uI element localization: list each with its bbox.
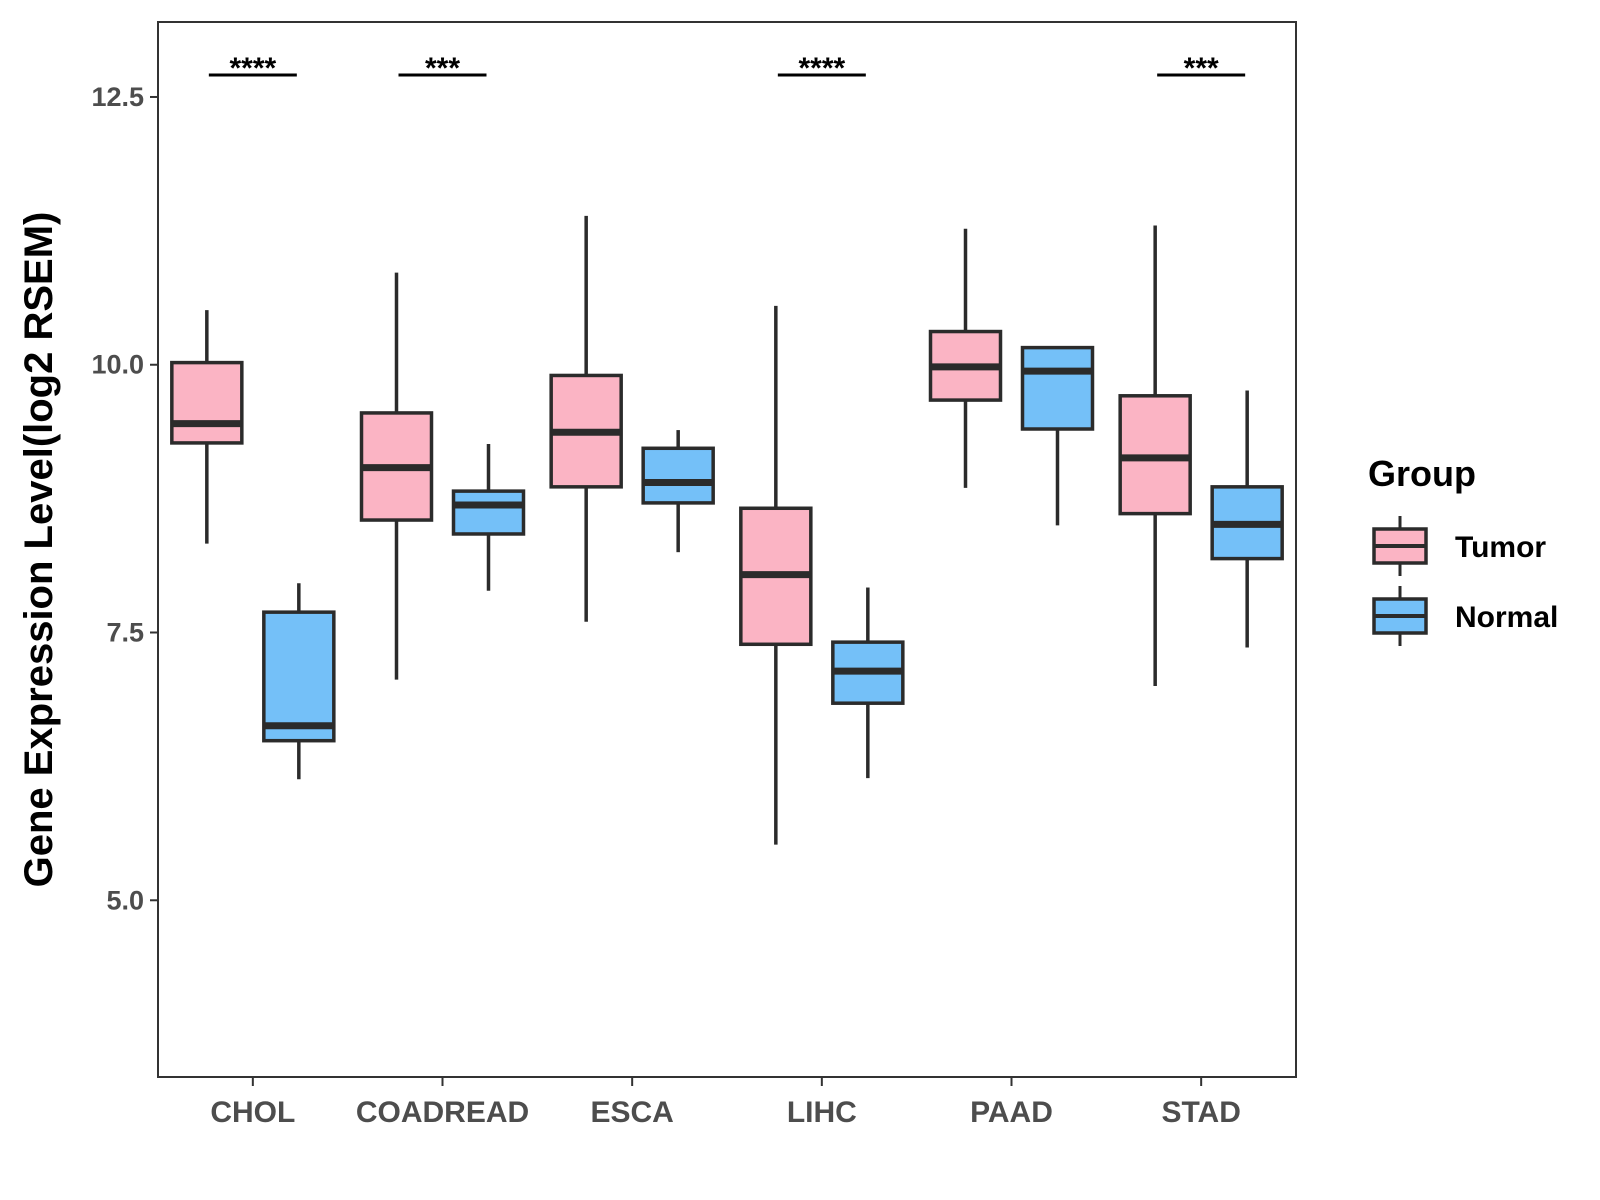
x-tick-label: CHOL (210, 1096, 295, 1129)
significance-label: *** (425, 52, 460, 85)
y-tick-label: 12.5 (91, 82, 144, 112)
box-normal-chol (262, 583, 336, 780)
box-tumor-chol (170, 310, 244, 544)
box-tumor-lihc (739, 305, 813, 845)
legend-label: Normal (1455, 601, 1558, 634)
significance-label: **** (798, 52, 845, 85)
box-iqr (170, 360, 244, 445)
box-normal-stad (1210, 390, 1284, 648)
significance-label: **** (229, 52, 276, 85)
y-tick-label: 5.0 (106, 885, 144, 915)
box-iqr (1020, 345, 1095, 431)
box-normal-lihc (831, 587, 905, 779)
box-tumor-esca (549, 215, 623, 622)
x-axis: CHOL COADREAD ESCA LIHC PAAD STAD (210, 1077, 1241, 1129)
significance-chol: **** (208, 52, 297, 85)
y-tick-label: 10.0 (91, 350, 144, 380)
legend-title: Group (1368, 453, 1476, 494)
significance-lihc: **** (777, 52, 866, 85)
box-iqr (451, 489, 526, 536)
x-tick-label: ESCA (590, 1096, 673, 1129)
x-tick-label: LIHC (787, 1096, 857, 1129)
y-axis: 5.0 7.5 10.0 12.5 (91, 82, 158, 915)
box-tumor-coadread (359, 272, 434, 680)
legend-item-normal: Normal (1372, 586, 1558, 646)
y-axis-label: Gene Expression Level(log2 RSEM) (17, 212, 61, 888)
box-iqr (641, 446, 715, 505)
box-iqr (262, 610, 336, 743)
box-normal-esca (641, 430, 715, 553)
x-tick-label: COADREAD (356, 1096, 529, 1129)
x-tick-label: STAD (1161, 1096, 1240, 1129)
box-normal-coadread (451, 444, 526, 591)
plot-frame (157, 21, 1297, 1078)
legend-item-tumor: Tumor (1372, 516, 1546, 576)
x-tick-label: PAAD (970, 1096, 1053, 1129)
y-tick-label: 7.5 (106, 618, 144, 648)
legend: Group Tumor Normal (1368, 453, 1558, 646)
significance-label: *** (1184, 52, 1219, 85)
significance-stad: *** (1157, 52, 1246, 85)
legend-label: Tumor (1455, 531, 1546, 564)
box-normal-paad (1020, 345, 1095, 526)
plot-area: **** *** **** *** (170, 52, 1284, 845)
box-tumor-stad (1118, 225, 1192, 687)
significance-coadread: *** (398, 52, 487, 85)
box-tumor-paad (928, 228, 1003, 488)
